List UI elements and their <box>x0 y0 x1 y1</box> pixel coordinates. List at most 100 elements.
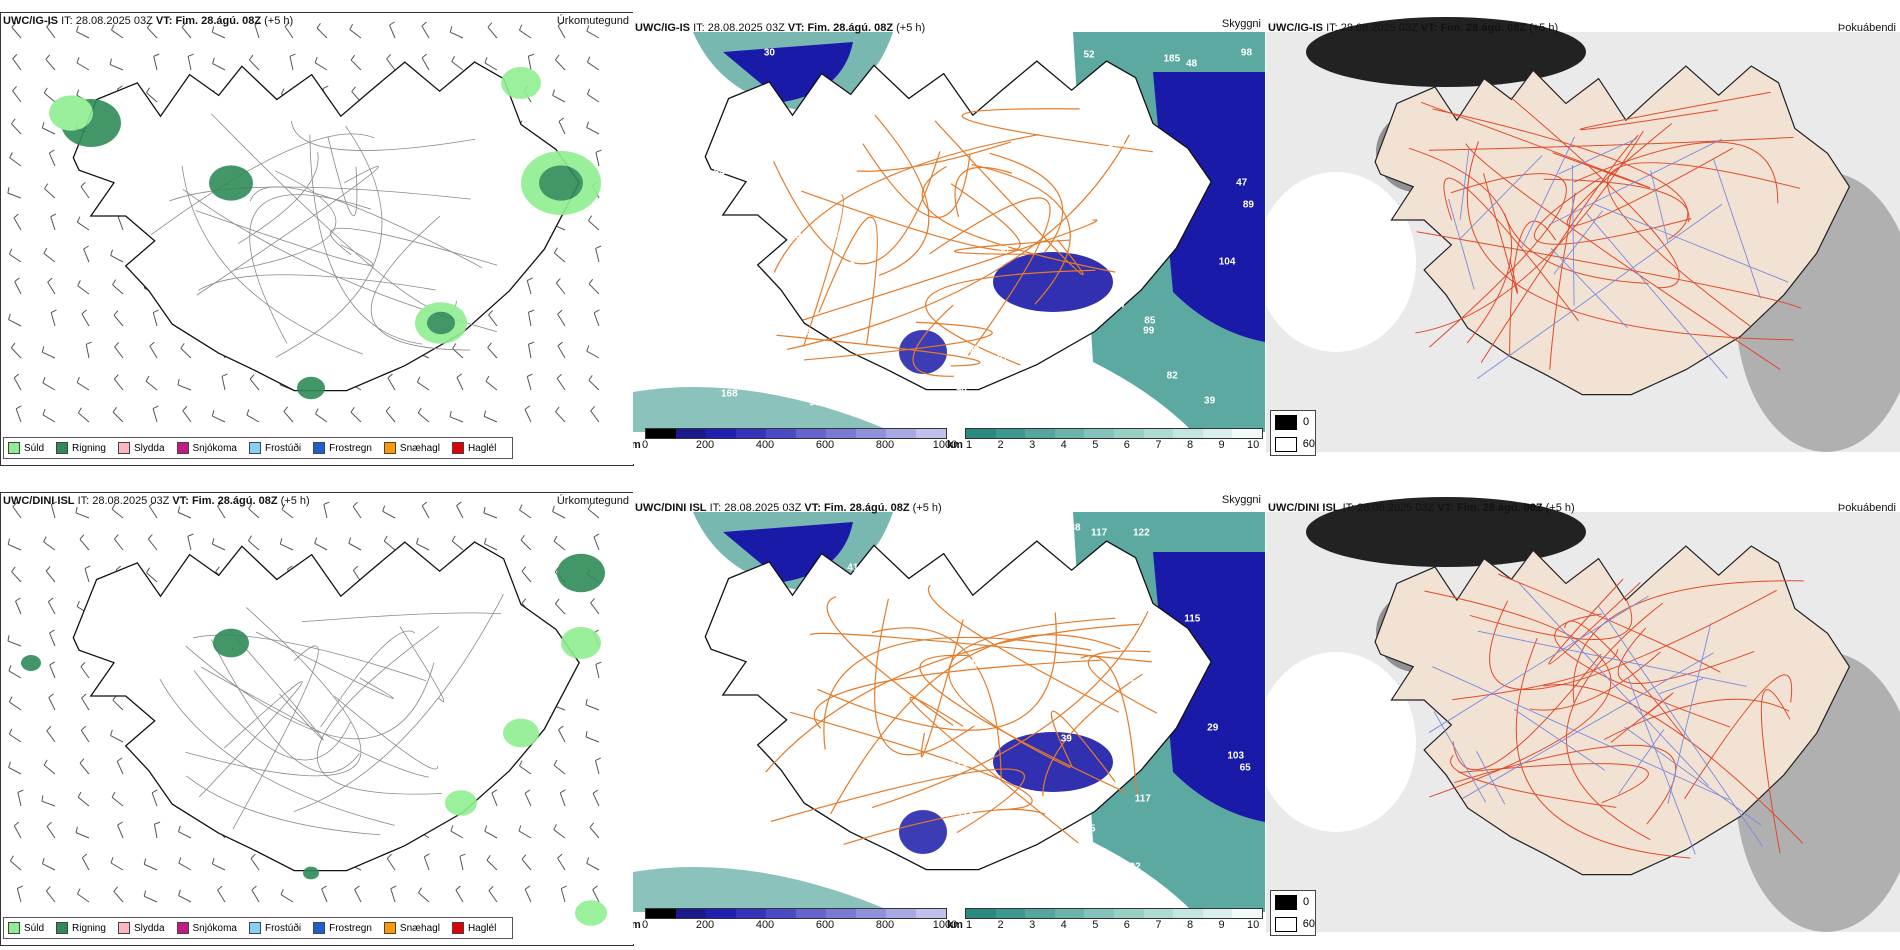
fog-map <box>1266 497 1900 932</box>
legend-label: Slydda <box>133 922 165 934</box>
roads <box>150 113 498 358</box>
panel-title: Þokuábendi <box>1837 502 1896 514</box>
visibility-value: 29 <box>1207 722 1219 734</box>
visibility-value: 88 <box>968 560 981 572</box>
colorbar-tick: 600 <box>815 439 835 451</box>
panel-title: Úrkomutegund <box>556 15 629 27</box>
colorbar-tick: 400 <box>755 919 775 931</box>
colorbar-tick: 7 <box>1155 919 1162 931</box>
legend-item: Snæhagl <box>383 922 440 934</box>
colorbar-tick: 200 <box>695 439 715 451</box>
colorbar-tick: 3 <box>1029 439 1036 451</box>
visibility-value: 43 <box>1067 118 1080 130</box>
visibility-value: 52 <box>1083 49 1095 61</box>
legend-item: Snæhagl <box>383 442 440 454</box>
legend-item: Slydda <box>117 922 165 934</box>
fog-legend: 0 60 <box>1270 410 1316 456</box>
legend-swatch <box>176 922 189 934</box>
colorbar-tick: 4 <box>1060 919 1067 931</box>
legend-swatch <box>56 922 69 934</box>
visibility-value: 39 <box>1204 395 1216 407</box>
visibility-value: 38 <box>997 244 1009 256</box>
colorbar-tick: 7 <box>1155 439 1162 451</box>
visibility-value: 65 <box>1239 762 1251 774</box>
fog-legend-label: 60 <box>1302 438 1315 450</box>
visibility-value: 28 <box>756 316 768 328</box>
legend-swatch <box>56 442 69 454</box>
visibility-value: 69 <box>799 326 811 338</box>
visibility-value: 168 <box>721 388 738 400</box>
legend-swatch <box>117 922 130 934</box>
visibility-value: 93 <box>834 377 846 389</box>
visibility-value: 48 <box>896 367 908 379</box>
visibility-value: 93 <box>752 818 764 830</box>
legend-swatch <box>248 442 261 454</box>
visibility-value: 53 <box>843 260 855 272</box>
legend-label: Snjókoma <box>192 922 237 934</box>
visibility-value: 108 <box>963 787 981 799</box>
visibility-map <box>633 32 1265 432</box>
visibility-value: 121 <box>950 758 968 770</box>
visibility-value: 72 <box>1124 673 1136 685</box>
precip-areas <box>49 67 601 400</box>
visibility-value: 87 <box>1018 592 1031 604</box>
legend-item: Frostúði <box>248 442 301 454</box>
fog-legend-label: 0 <box>1303 896 1310 908</box>
colorbar-unit: km <box>947 919 963 931</box>
visibility-value: 209 <box>962 344 980 356</box>
visibility-value: 48 <box>1186 58 1198 70</box>
legend-label: Snjókoma <box>192 442 237 454</box>
legend-swatch <box>8 922 20 934</box>
visibility-value: 37 <box>997 353 1009 365</box>
visibility-value: 41 <box>847 562 859 574</box>
visibility-value: 88 <box>1090 864 1103 876</box>
colorbar-tick: 600 <box>815 919 835 931</box>
precip-map <box>7 21 602 423</box>
visibility-value: 86 <box>1063 69 1075 81</box>
legend-label: Snæhagl <box>399 442 440 454</box>
visibility-value: 26 <box>767 632 779 644</box>
visibility-value: 82 <box>1166 370 1178 382</box>
visibility-value: 39 <box>1060 733 1072 745</box>
panel-title: Þokuábendi <box>1837 22 1896 34</box>
fog-legend-row: 0 <box>1271 411 1315 433</box>
legend-item: Súld <box>8 442 44 454</box>
visibility-value: 80 <box>809 761 821 773</box>
visibility-value: 43 <box>786 256 798 268</box>
fog-legend-label: 60 <box>1302 918 1315 930</box>
visibility-value: 74 <box>745 123 757 135</box>
panel-title: Úrkomutegund <box>556 495 629 507</box>
legend-item: Frostregn <box>313 922 372 934</box>
visibility-value: 105 <box>1106 585 1124 597</box>
colorbar-unit: km <box>947 439 963 451</box>
fog-legend-label: 0 <box>1303 416 1310 428</box>
visibility-value: 122 <box>1132 527 1150 539</box>
visibility-value: 45 <box>1096 377 1109 389</box>
visibility-value: 51 <box>1178 678 1190 690</box>
legend-item: Haglél <box>451 922 496 934</box>
panel-header: UWC/IG-IS IT: 28.08.2025 03Z VT: Fim. 28… <box>635 22 926 34</box>
legend-label: Súld <box>24 922 45 934</box>
colorbar-tick: 10 <box>1247 439 1260 451</box>
visibility-value: 96 <box>955 384 967 396</box>
precip-type-panel-1: UWC/IG-IS IT: 28.08.2025 03Z VT: Fim. 28… <box>0 12 634 466</box>
fog-field <box>1266 17 1900 452</box>
legend-swatch <box>313 922 326 934</box>
visibility-value: 43 <box>1105 882 1117 894</box>
colorbar-tick: 6 <box>1123 439 1130 451</box>
colorbar-unit: m <box>633 919 641 931</box>
legend-item: Frostregn <box>313 442 372 454</box>
visibility-value: 106 <box>1107 138 1125 150</box>
visibility-value: 125 <box>1120 276 1138 288</box>
visibility-value: 47 <box>1236 177 1248 189</box>
panel-header: UWC/IG-IS IT: 28.08.2025 03Z VT: Fim. 28… <box>1268 22 1559 34</box>
legend-label: Frostúði <box>264 922 302 934</box>
legend-label: Súld <box>24 442 45 454</box>
colorbar-tick: 1000 <box>932 919 958 931</box>
colorbar-tick: 0 <box>641 919 649 931</box>
visibility-value: 89 <box>897 757 910 769</box>
visibility-value: 47 <box>1115 299 1127 311</box>
visibility-value: 85 <box>1144 315 1156 327</box>
coastline <box>1374 545 1851 876</box>
legend-label: Frostregn <box>329 442 372 454</box>
